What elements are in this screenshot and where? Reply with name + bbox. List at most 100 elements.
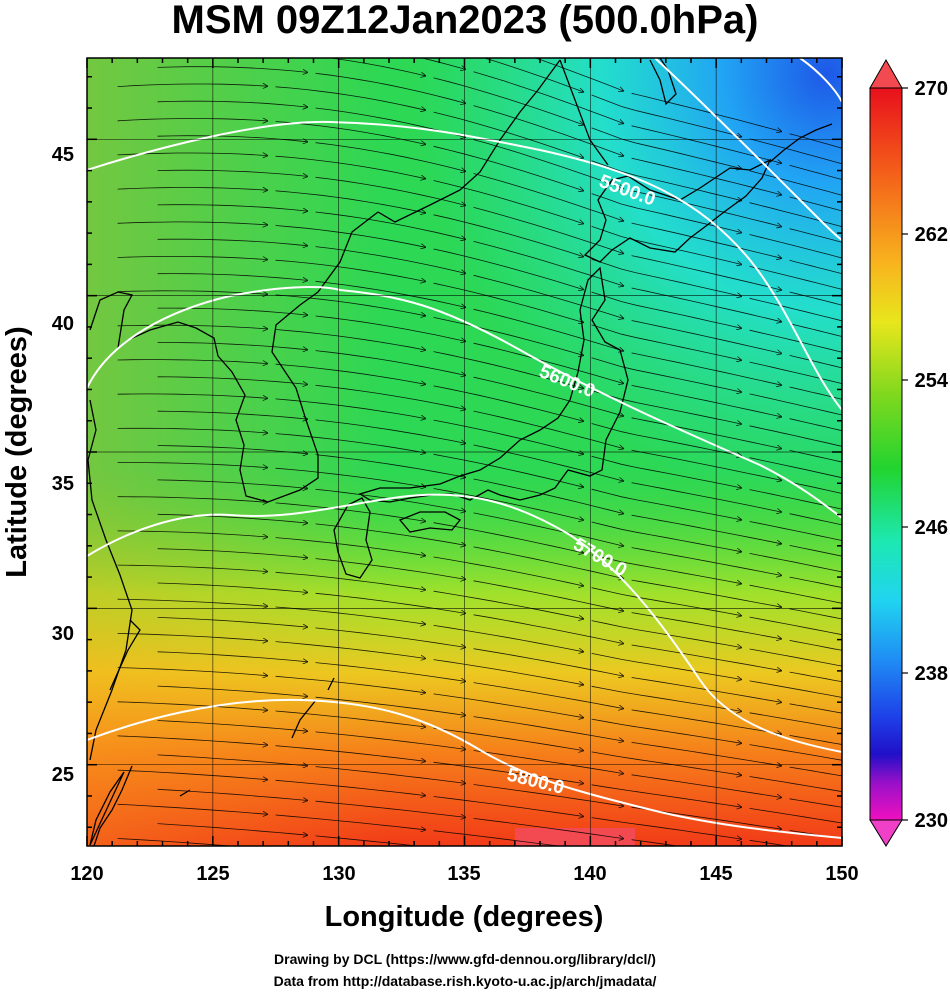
streamline <box>591 291 742 328</box>
streamline <box>473 173 624 222</box>
streamline <box>631 190 782 227</box>
streamline <box>315 72 466 103</box>
streamline <box>315 246 466 274</box>
streamline <box>749 616 842 636</box>
streamline <box>591 718 742 743</box>
contour-5800 <box>87 698 842 839</box>
streamline <box>275 363 426 384</box>
streamline <box>591 488 742 520</box>
streamline <box>315 766 466 784</box>
streamline <box>433 351 584 389</box>
x-axis-title: Longitude (degrees) <box>325 901 604 933</box>
streamline <box>275 710 426 727</box>
streamline <box>534 58 624 91</box>
coast-kuril <box>769 123 833 163</box>
streamline <box>117 119 268 121</box>
coast-russia-east <box>559 59 609 166</box>
streamline <box>789 545 842 557</box>
streamline <box>433 145 584 191</box>
streamline <box>315 419 466 444</box>
streamline <box>749 680 842 698</box>
streamline <box>315 592 466 613</box>
streamline <box>790 926 862 936</box>
streamline <box>631 579 782 607</box>
streamline <box>117 427 268 433</box>
streamline <box>473 139 624 189</box>
streamline <box>315 454 466 478</box>
streamline <box>789 766 842 777</box>
streamline <box>473 580 624 611</box>
streamline <box>117 462 268 468</box>
streamline <box>433 693 584 718</box>
streamline <box>749 329 842 353</box>
streamline <box>157 513 308 523</box>
streamline <box>473 105 624 156</box>
streamline <box>631 644 782 671</box>
streamline <box>789 735 842 745</box>
x-tick-label: 135 <box>447 863 480 885</box>
streamline <box>315 280 466 307</box>
streamline <box>117 598 268 606</box>
streamline <box>591 357 742 392</box>
streamline <box>749 361 842 385</box>
streamline <box>433 453 584 487</box>
y-tick-label: 45 <box>52 144 74 166</box>
streamline <box>117 84 268 87</box>
streamline <box>789 228 842 243</box>
streamline <box>789 291 842 306</box>
credit-line-2: Data from http://database.rish.kyoto-u.a… <box>274 973 657 989</box>
streamline <box>749 170 842 196</box>
streamline <box>157 342 308 349</box>
streamline <box>275 86 426 110</box>
streamline <box>315 800 466 817</box>
streamline <box>433 180 584 224</box>
streamline <box>117 255 268 259</box>
streamline <box>275 675 426 693</box>
streamline <box>117 564 268 572</box>
colorbar-label: 238 <box>915 663 948 685</box>
streamline <box>275 571 426 590</box>
streamline <box>157 754 308 766</box>
streamline <box>315 696 466 715</box>
streamline <box>591 160 742 201</box>
streamline <box>433 522 584 553</box>
streamline <box>631 449 782 480</box>
streamline <box>473 444 624 481</box>
streamline <box>157 548 308 558</box>
streamline <box>117 735 268 745</box>
streamline <box>749 425 842 447</box>
x-tick-label: 120 <box>70 863 103 885</box>
streamline <box>275 537 426 556</box>
streamline <box>275 606 426 624</box>
colorbar-label: 254 <box>915 370 949 392</box>
streamline <box>117 187 268 191</box>
colorbar-gradient <box>869 87 903 821</box>
streamline <box>592 916 742 935</box>
streamline <box>473 71 624 124</box>
streamline <box>315 662 466 682</box>
streamline <box>117 359 268 364</box>
streamline <box>433 556 584 586</box>
streamline <box>591 685 742 711</box>
streamline <box>158 858 308 870</box>
streamline <box>117 803 268 814</box>
streamline <box>591 521 742 552</box>
streamline <box>157 479 308 489</box>
streamline <box>789 703 842 714</box>
streamline <box>275 294 426 316</box>
streamline <box>473 241 624 286</box>
streamline <box>157 651 308 662</box>
streamline <box>750 968 862 983</box>
streamline <box>591 423 742 457</box>
streamline <box>631 320 782 354</box>
streamline <box>749 202 842 228</box>
y-tick-label: 35 <box>52 473 74 495</box>
streamline <box>275 155 426 179</box>
streamline <box>631 287 782 322</box>
coast-taiwan <box>89 765 133 846</box>
streamline <box>789 355 842 369</box>
contour-5500-north <box>654 58 842 241</box>
streamline <box>631 612 782 639</box>
streamline <box>433 385 584 421</box>
